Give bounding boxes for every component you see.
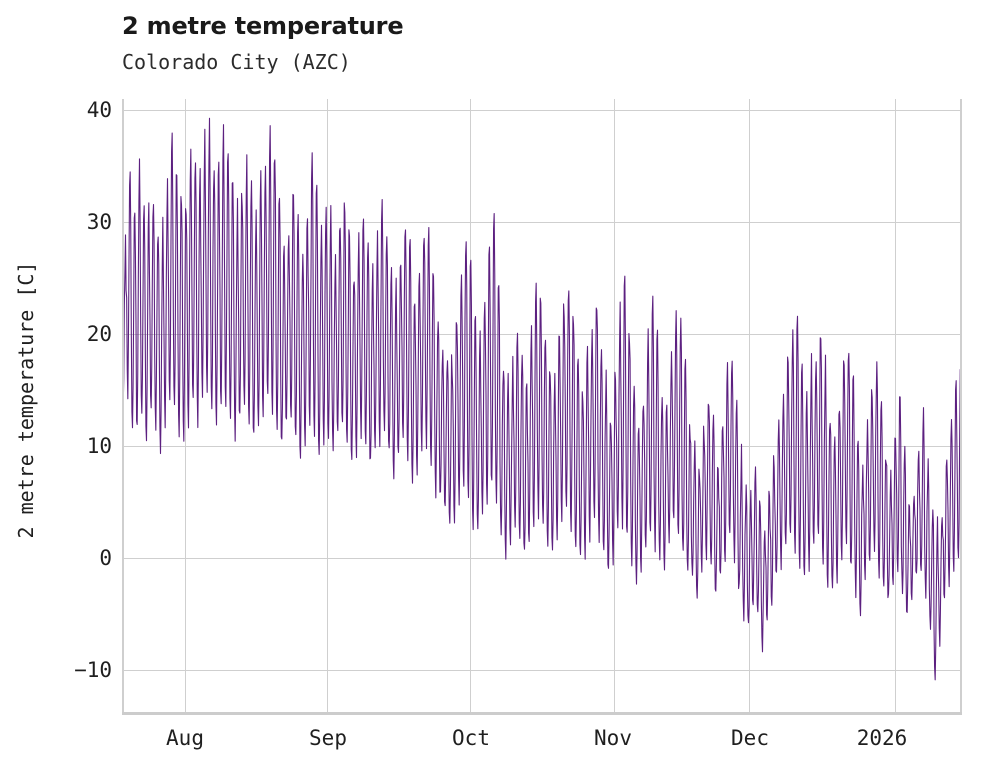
x-tick-label: Nov [594, 726, 632, 750]
gridline-x [470, 99, 471, 715]
gridline-y [122, 558, 962, 560]
axis-spine-right [960, 99, 962, 715]
gridline-x [895, 99, 896, 715]
axis-spine-left [122, 99, 124, 715]
plot-area [122, 99, 962, 715]
chart-title: 2 metre temperature [122, 12, 404, 40]
temperature-line [122, 117, 962, 681]
gridline-y [122, 110, 962, 112]
gridline-x [749, 99, 750, 715]
y-tick-label: 20 [86, 322, 112, 347]
y-tick-label: 0 [99, 546, 112, 571]
y-tick-label: −10 [74, 658, 112, 683]
x-tick-label: Aug [166, 726, 204, 750]
x-tick-label: Sep [309, 726, 347, 750]
y-tick-label: 30 [86, 210, 112, 235]
gridline-y [122, 670, 962, 672]
y-axis-ticks: 40 30 20 10 0 −10 [42, 98, 112, 715]
x-tick-label: 2026 [856, 726, 908, 750]
axis-spine-bottom [122, 712, 962, 715]
x-tick-label: Dec [731, 726, 769, 750]
gridline-x [185, 99, 186, 715]
y-tick-label: 40 [86, 98, 112, 123]
chart-subtitle: Colorado City (AZC) [122, 50, 351, 74]
gridline-y [122, 334, 962, 336]
temperature-series [122, 117, 962, 681]
x-axis-ticks: Aug Sep Oct Nov Dec 2026 [122, 726, 962, 766]
x-tick-label: Oct [452, 726, 490, 750]
y-tick-label: 10 [86, 434, 112, 459]
gridline-y [122, 222, 962, 224]
